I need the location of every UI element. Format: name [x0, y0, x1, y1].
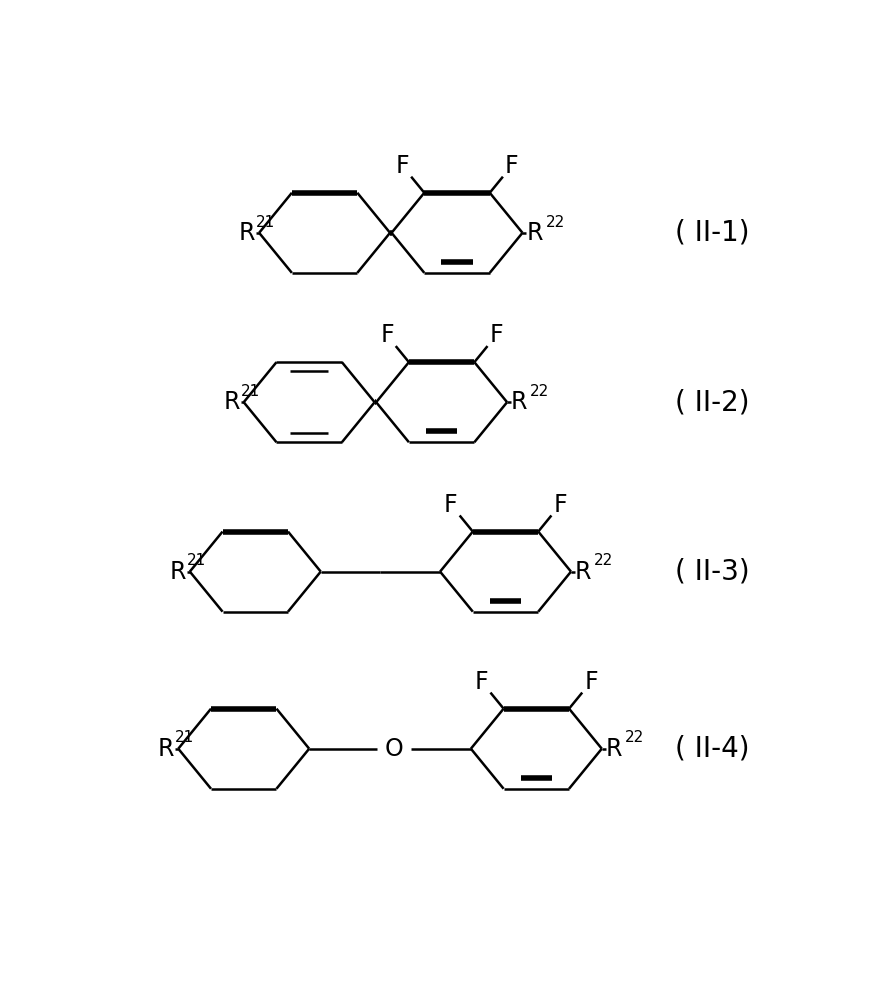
Text: R: R	[223, 391, 240, 414]
Text: F: F	[381, 324, 394, 347]
Text: R: R	[511, 391, 527, 414]
Text: R: R	[575, 560, 591, 584]
Text: ( II-2): ( II-2)	[675, 389, 750, 416]
Text: ( II-1): ( II-1)	[675, 218, 750, 247]
Text: ( II-3): ( II-3)	[675, 558, 750, 585]
Text: R: R	[158, 737, 174, 761]
Text: O: O	[384, 737, 404, 761]
Text: ( II-4): ( II-4)	[675, 735, 750, 763]
Text: F: F	[396, 154, 409, 178]
Text: R: R	[239, 220, 255, 245]
Text: F: F	[489, 324, 503, 347]
Text: 22: 22	[530, 384, 550, 399]
Text: 21: 21	[187, 553, 206, 569]
Text: 22: 22	[545, 215, 565, 229]
Text: F: F	[584, 670, 597, 694]
Text: F: F	[504, 154, 519, 178]
Text: F: F	[553, 493, 567, 517]
Text: 21: 21	[241, 384, 260, 399]
Text: R: R	[170, 560, 186, 584]
Text: F: F	[475, 670, 489, 694]
Text: R: R	[527, 220, 543, 245]
Text: 21: 21	[256, 215, 275, 229]
Text: R: R	[605, 737, 622, 761]
Text: 22: 22	[625, 730, 644, 746]
Text: F: F	[444, 493, 458, 517]
Text: 22: 22	[594, 553, 613, 569]
Text: 21: 21	[175, 730, 195, 746]
